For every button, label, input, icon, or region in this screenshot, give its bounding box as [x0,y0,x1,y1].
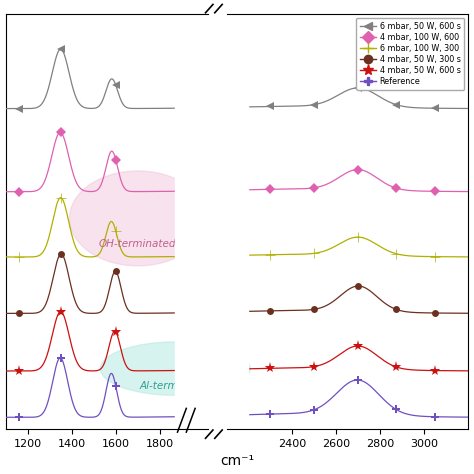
Bar [175,14,248,429]
Legend: 6 mbar, 50 W, 600 s, 4 mbar, 100 W, 600, 6 mbar, 100 W, 300, 4 mbar, 50 W, 300 s: 6 mbar, 50 W, 600 s, 4 mbar, 100 W, 600,… [356,18,465,90]
Text: Al-terminated: Al-terminated [139,382,211,392]
Text: OH-terminated: OH-terminated [99,239,176,249]
Ellipse shape [70,171,206,266]
Ellipse shape [100,342,250,395]
X-axis label: cm⁻¹: cm⁻¹ [220,455,254,468]
